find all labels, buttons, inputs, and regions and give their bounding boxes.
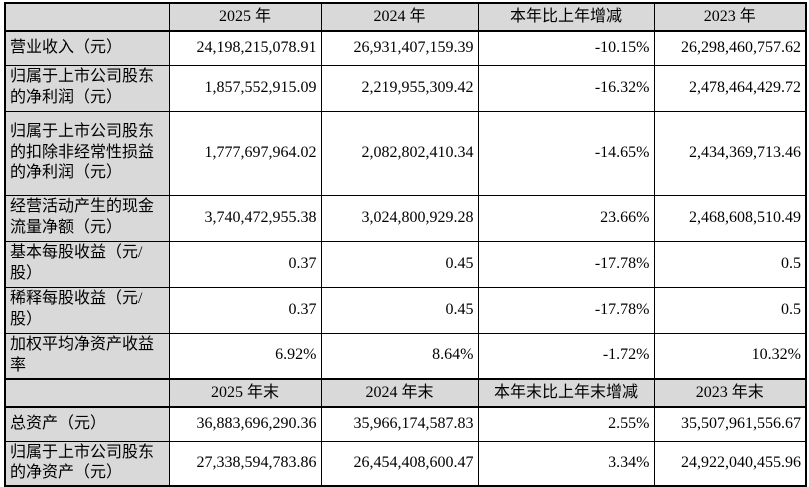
cell-value: -17.78% xyxy=(477,286,655,334)
column-header-2024-end: 2024 年末 xyxy=(320,378,479,408)
cell-value: 3.34% xyxy=(477,440,655,487)
cell-value: 1,777,697,964.02 xyxy=(168,110,322,196)
table-row-operating-cash-flow: 经营活动产生的现金流量净额（元） 3,740,472,955.38 3,024,… xyxy=(4,194,807,242)
table-row-total-assets: 总资产（元） 36,883,696,290.36 35,966,174,587.… xyxy=(4,406,807,442)
cell-value: 0.5 xyxy=(653,240,807,288)
cell-value: 36,883,696,290.36 xyxy=(168,406,322,442)
cell-value: 0.5 xyxy=(653,286,807,334)
cell-value: 26,298,460,757.62 xyxy=(653,30,807,66)
column-header-2023: 2023 年 xyxy=(653,2,807,32)
cell-value: 0.45 xyxy=(320,286,479,334)
column-header-2025-end: 2025 年末 xyxy=(168,378,322,408)
row-label: 归属于上市公司股东的扣除非经常性损益的净利润（元） xyxy=(4,110,170,196)
row-label: 营业收入（元） xyxy=(4,30,170,66)
cell-value: 0.37 xyxy=(168,240,322,288)
table-row-net-profit-excl-nonrecurring: 归属于上市公司股东的扣除非经常性损益的净利润（元） 1,777,697,964.… xyxy=(4,110,807,196)
row-label: 稀释每股收益（元/股） xyxy=(4,286,170,334)
cell-value: 0.37 xyxy=(168,286,322,334)
row-label: 归属于上市公司股东的净资产（元） xyxy=(4,440,170,487)
cell-value: -14.65% xyxy=(477,110,655,196)
row-label: 加权平均净资产收益率 xyxy=(4,332,170,380)
header-corner-cell xyxy=(4,378,170,408)
financial-summary-table: 2025 年 2024 年 本年比上年增减 2023 年 营业收入（元） 24,… xyxy=(4,2,807,487)
cell-value: 2,434,369,713.46 xyxy=(653,110,807,196)
table-row-basic-eps: 基本每股收益（元/股） 0.37 0.45 -17.78% 0.5 xyxy=(4,240,807,288)
table-row-net-profit: 归属于上市公司股东的净利润（元） 1,857,552,915.09 2,219,… xyxy=(4,64,807,112)
cell-value: 23.66% xyxy=(477,194,655,242)
cell-value: 6.92% xyxy=(168,332,322,380)
cell-value: 2,468,608,510.49 xyxy=(653,194,807,242)
cell-value: 26,931,407,159.39 xyxy=(320,30,479,66)
cell-value: 1,857,552,915.09 xyxy=(168,64,322,112)
cell-value: 24,198,215,078.91 xyxy=(168,30,322,66)
table-row-revenue: 营业收入（元） 24,198,215,078.91 26,931,407,159… xyxy=(4,30,807,66)
cell-value: 27,338,594,783.86 xyxy=(168,440,322,487)
cell-value: 3,740,472,955.38 xyxy=(168,194,322,242)
row-label: 总资产（元） xyxy=(4,406,170,442)
cell-value: 0.45 xyxy=(320,240,479,288)
cell-value: 35,507,961,556.67 xyxy=(653,406,807,442)
column-header-yoy-end-change: 本年末比上年末增减 xyxy=(477,378,655,408)
table-header-annual: 2025 年 2024 年 本年比上年增减 2023 年 xyxy=(4,2,807,32)
cell-value: 24,922,040,455.96 xyxy=(653,440,807,487)
cell-value: 35,966,174,587.83 xyxy=(320,406,479,442)
cell-value: 8.64% xyxy=(320,332,479,380)
cell-value: -1.72% xyxy=(477,332,655,380)
cell-value: 2,219,955,309.42 xyxy=(320,64,479,112)
cell-value: 2,082,802,410.34 xyxy=(320,110,479,196)
cell-value: 26,454,408,600.47 xyxy=(320,440,479,487)
cell-value: 2,478,464,429.72 xyxy=(653,64,807,112)
cell-value: 10.32% xyxy=(653,332,807,380)
column-header-2025: 2025 年 xyxy=(168,2,322,32)
table-row-net-assets: 归属于上市公司股东的净资产（元） 27,338,594,783.86 26,45… xyxy=(4,440,807,487)
table-row-weighted-avg-roe: 加权平均净资产收益率 6.92% 8.64% -1.72% 10.32% xyxy=(4,332,807,380)
cell-value: -10.15% xyxy=(477,30,655,66)
header-corner-cell xyxy=(4,2,170,32)
cell-value: 2.55% xyxy=(477,406,655,442)
table-row-diluted-eps: 稀释每股收益（元/股） 0.37 0.45 -17.78% 0.5 xyxy=(4,286,807,334)
cell-value: -17.78% xyxy=(477,240,655,288)
column-header-2024: 2024 年 xyxy=(320,2,479,32)
row-label: 经营活动产生的现金流量净额（元） xyxy=(4,194,170,242)
column-header-yoy-change: 本年比上年增减 xyxy=(477,2,655,32)
cell-value: 3,024,800,929.28 xyxy=(320,194,479,242)
cell-value: -16.32% xyxy=(477,64,655,112)
table-header-year-end: 2025 年末 2024 年末 本年末比上年末增减 2023 年末 xyxy=(4,378,807,408)
column-header-2023-end: 2023 年末 xyxy=(653,378,807,408)
row-label: 归属于上市公司股东的净利润（元） xyxy=(4,64,170,112)
row-label: 基本每股收益（元/股） xyxy=(4,240,170,288)
